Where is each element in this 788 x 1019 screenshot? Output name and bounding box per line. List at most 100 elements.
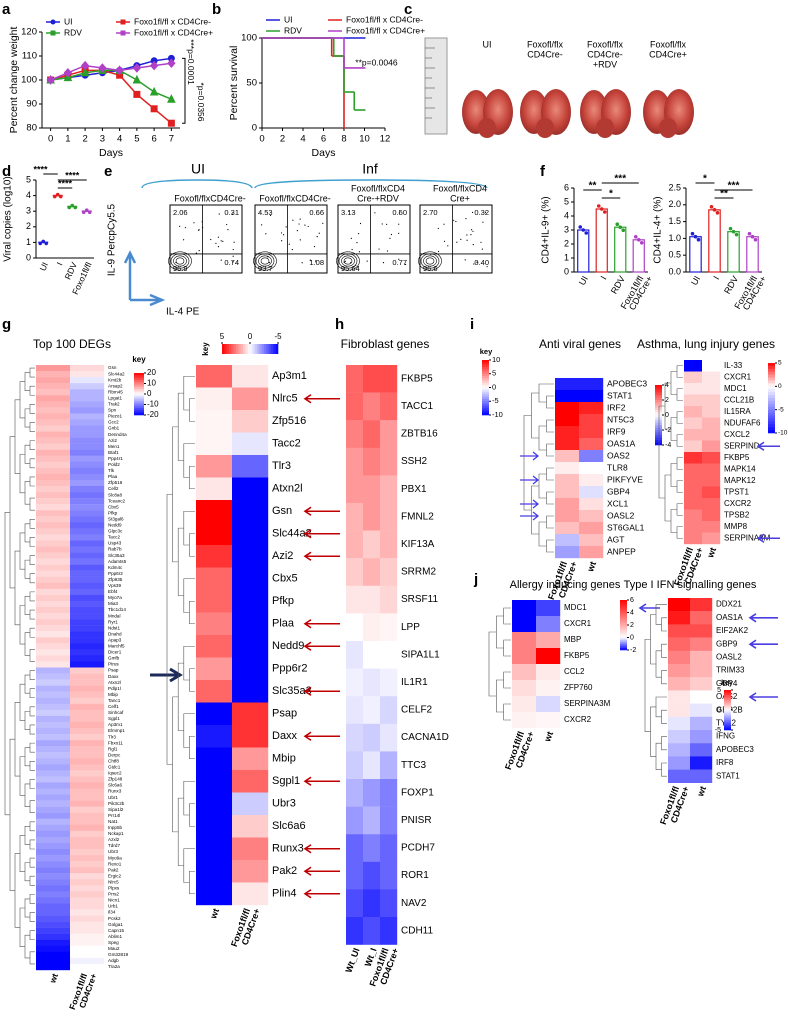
y-tick-label: 0.5 [668,250,681,260]
colorbar-step [236,344,239,354]
row-label: OAS1A [716,613,743,622]
marker [98,63,107,73]
row-label: EIF2AK2 [716,626,749,635]
event-dot [356,242,358,244]
heatmap-cell [512,712,537,729]
heatmap-cell [363,365,381,393]
dot [41,239,46,244]
heatmap-cell [380,420,398,448]
heatmap-cell [555,546,580,559]
dendrogram [546,467,554,481]
colorbar-step [134,385,144,388]
annotation: ***p=0.0001 [186,39,196,85]
row-label: Urb1 [108,904,118,909]
heatmap-cell [668,769,691,783]
heatmap-cell [36,915,71,922]
heatmap-cell [70,728,105,735]
bar [577,229,590,273]
heatmap-cell [196,837,233,861]
event-dot [215,242,217,244]
heatmap-cell [702,498,721,510]
heatmap-cell [512,664,537,681]
event-dot [482,221,484,223]
colorbar-step [238,344,241,354]
heatmap-cell [668,664,691,678]
colorbar-step [724,695,731,697]
plot-title: Cre-+RDV [357,193,399,203]
dendrogram [29,760,35,771]
heatmap-cell [36,522,71,529]
heatmap-cell [36,867,71,874]
heatmap-cell [70,504,105,511]
heatmap-cell [70,365,105,372]
event-dot [358,251,360,253]
dendrogram [29,591,35,602]
marker [167,119,175,127]
heatmap-cell [702,417,721,430]
colorbar-step [482,360,489,363]
dendrogram [676,365,683,378]
heatmap-cell [70,534,105,541]
heatmap-cell [380,861,398,890]
heatmap-cell [196,702,233,726]
y-tick-label: 100 [21,75,37,86]
heatmap-cell [70,510,105,517]
event-dot [351,248,353,251]
event-dot [198,229,200,231]
colorbar-step [226,344,230,354]
y-tick-label: 0.0 [668,266,681,276]
heatmap-cell [36,540,71,547]
heatmap-cell [36,758,71,765]
colorbar-step [482,405,489,409]
highlight-arrow [303,889,340,899]
heatmap-cell [36,945,71,953]
row-label: AGT [607,534,624,544]
heatmap-cell [36,437,71,444]
heatmap-cell [36,661,71,668]
heatmap-cell [36,933,71,940]
heatmap-cell [346,834,364,862]
heatmap-cell [232,365,269,388]
heatmap-cell [36,951,71,959]
dendrogram [24,711,30,730]
heatmap-cell [684,394,703,407]
event-dot [480,241,482,243]
dendrogram [29,476,35,487]
dendrogram [24,826,30,845]
panel-letter: b [212,1,221,18]
heatmap-cell [232,500,269,523]
heatmap-cell [36,619,71,626]
x-tick-label: UI [577,274,590,287]
colorbar-step [482,387,489,391]
heatmap-cell [668,637,691,651]
heatmap-cell [555,522,580,535]
heatmap-cell [232,455,269,478]
x-tick-label: UI [689,274,702,287]
heatmap-cell [196,477,233,501]
colorbar-step [724,701,731,704]
y-tick-label: 4 [26,190,31,200]
dendrogram [29,404,35,414]
row-label: Myo7a [108,595,122,600]
colorbar-step [134,402,144,405]
heatmap-cell [36,461,71,469]
heatmap-cell [380,558,398,586]
row-label: NAV2 [401,898,427,909]
dendrogram [670,463,677,487]
dendrogram [14,550,20,626]
row-label: Azi2 [272,550,293,562]
heatmap-cell [363,530,381,559]
colorbar-step [134,404,144,407]
heatmap-cell [346,806,364,835]
colorbar-step [482,385,489,388]
marker [132,74,142,84]
row-label: Gcc2 [108,420,119,425]
event-dot [366,260,368,262]
row-label: ZBTB16 [401,429,438,440]
legend-marker [120,30,126,36]
heatmap-cell [363,696,381,724]
colorbar-step [655,432,662,436]
event-dot [220,259,222,261]
dot [596,204,601,208]
heatmap-cell [232,725,269,748]
